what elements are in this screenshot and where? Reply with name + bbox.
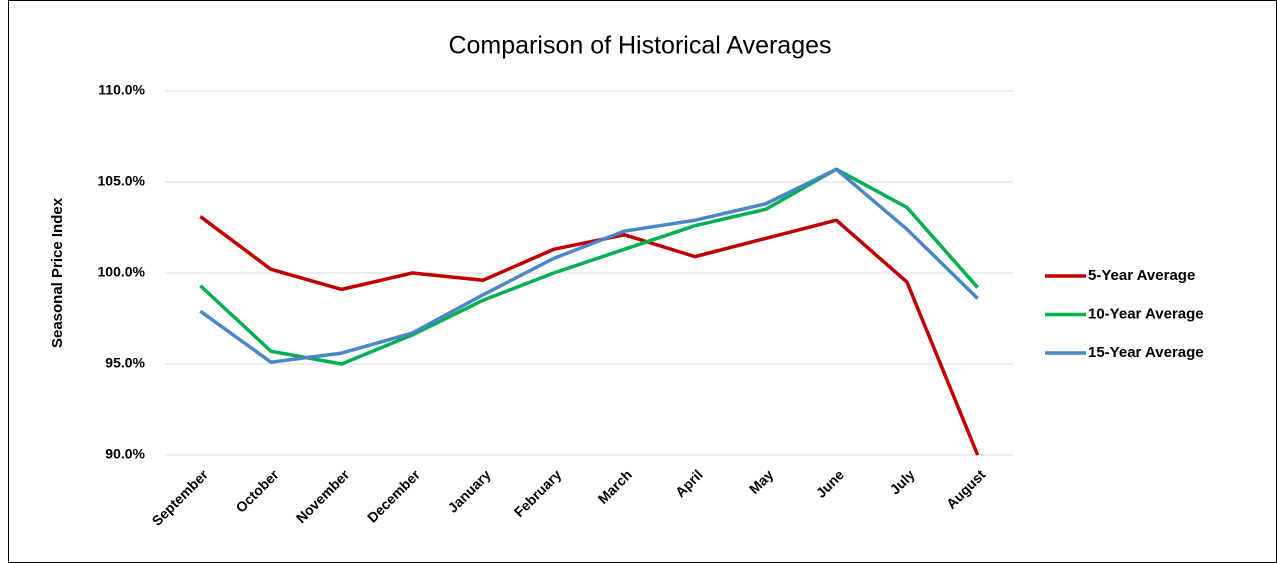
series-line bbox=[199, 167, 979, 366]
series-line bbox=[199, 215, 980, 456]
series-line bbox=[199, 167, 979, 364]
legend-label: 5-Year Average bbox=[1088, 267, 1195, 284]
y-tick-label: 105.0% bbox=[98, 173, 146, 189]
y-tick-label: 90.0% bbox=[105, 446, 145, 462]
y-tick-label: 110.0% bbox=[98, 82, 145, 98]
y-axis-label: Seasonal Price Index bbox=[49, 197, 66, 348]
y-tick-label: 95.0% bbox=[105, 355, 145, 371]
y-tick-label: 100.0% bbox=[98, 264, 146, 280]
legend-label: 10-Year Average bbox=[1088, 305, 1204, 322]
chart-title: Comparison of Historical Averages bbox=[448, 32, 831, 60]
chart-frame bbox=[8, 0, 1277, 563]
legend-label: 15-Year Average bbox=[1088, 344, 1204, 361]
